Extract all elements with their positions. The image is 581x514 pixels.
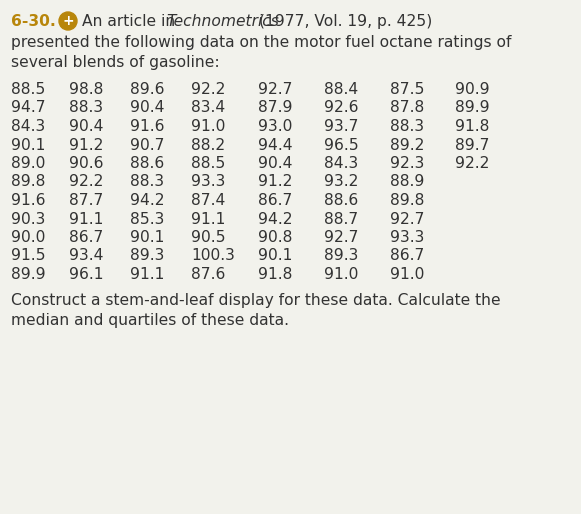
- Text: 92.2: 92.2: [455, 156, 489, 171]
- Text: An article in: An article in: [82, 14, 180, 29]
- Text: 91.2: 91.2: [258, 174, 292, 190]
- Text: 86.7: 86.7: [258, 193, 292, 208]
- Text: 89.0: 89.0: [11, 156, 45, 171]
- Text: 94.4: 94.4: [258, 138, 293, 153]
- Text: median and quartiles of these data.: median and quartiles of these data.: [11, 314, 289, 328]
- Text: 88.6: 88.6: [324, 193, 358, 208]
- Text: 94.7: 94.7: [11, 101, 46, 116]
- Text: 93.0: 93.0: [258, 119, 292, 134]
- Text: +: +: [62, 14, 74, 28]
- Text: 91.6: 91.6: [11, 193, 45, 208]
- Text: Technometrics: Technometrics: [166, 14, 279, 29]
- Text: 88.2: 88.2: [191, 138, 225, 153]
- Text: 88.4: 88.4: [324, 82, 358, 97]
- Text: 90.4: 90.4: [130, 101, 164, 116]
- Text: 6-30.: 6-30.: [11, 14, 56, 29]
- Text: presented the following data on the motor fuel octane ratings of: presented the following data on the moto…: [11, 35, 511, 50]
- Text: 93.3: 93.3: [191, 174, 225, 190]
- Text: 89.3: 89.3: [324, 248, 358, 264]
- Text: 96.1: 96.1: [69, 267, 103, 282]
- Text: 91.8: 91.8: [258, 267, 292, 282]
- Text: 92.2: 92.2: [69, 174, 103, 190]
- Text: 88.3: 88.3: [69, 101, 103, 116]
- Text: 91.8: 91.8: [455, 119, 489, 134]
- Text: 91.5: 91.5: [11, 248, 46, 264]
- Text: 89.2: 89.2: [390, 138, 424, 153]
- Text: 92.3: 92.3: [390, 156, 424, 171]
- Text: several blends of gasoline:: several blends of gasoline:: [11, 55, 220, 70]
- Text: 88.9: 88.9: [390, 174, 424, 190]
- Text: 87.9: 87.9: [258, 101, 292, 116]
- Text: 89.8: 89.8: [390, 193, 424, 208]
- Text: 87.6: 87.6: [191, 267, 225, 282]
- Text: 93.3: 93.3: [390, 230, 424, 245]
- Text: 90.8: 90.8: [258, 230, 292, 245]
- Text: 94.2: 94.2: [258, 211, 292, 227]
- Text: 86.7: 86.7: [390, 248, 424, 264]
- Text: 92.6: 92.6: [324, 101, 358, 116]
- Text: 90.1: 90.1: [11, 138, 45, 153]
- Circle shape: [59, 12, 77, 30]
- Text: 88.5: 88.5: [191, 156, 225, 171]
- Text: 92.7: 92.7: [258, 82, 292, 97]
- Text: 89.7: 89.7: [455, 138, 490, 153]
- Text: 90.1: 90.1: [258, 248, 292, 264]
- Text: 88.6: 88.6: [130, 156, 164, 171]
- Text: 88.7: 88.7: [324, 211, 358, 227]
- Text: 87.4: 87.4: [191, 193, 225, 208]
- Text: 100.3: 100.3: [191, 248, 235, 264]
- Text: 83.4: 83.4: [191, 101, 225, 116]
- Text: 90.4: 90.4: [69, 119, 103, 134]
- Text: 93.2: 93.2: [324, 174, 358, 190]
- Text: 84.3: 84.3: [11, 119, 45, 134]
- Text: 90.1: 90.1: [130, 230, 164, 245]
- Text: Construct a stem-and-leaf display for these data. Calculate the: Construct a stem-and-leaf display for th…: [11, 293, 501, 308]
- Text: 88.3: 88.3: [390, 119, 424, 134]
- Text: 91.1: 91.1: [191, 211, 225, 227]
- Text: 89.9: 89.9: [11, 267, 46, 282]
- Text: 87.5: 87.5: [390, 82, 425, 97]
- Text: 90.7: 90.7: [130, 138, 164, 153]
- Text: 89.3: 89.3: [130, 248, 164, 264]
- Text: 91.2: 91.2: [69, 138, 103, 153]
- Text: 90.6: 90.6: [69, 156, 103, 171]
- Text: 90.3: 90.3: [11, 211, 45, 227]
- Text: 91.0: 91.0: [390, 267, 424, 282]
- Text: 93.4: 93.4: [69, 248, 103, 264]
- Text: 88.5: 88.5: [11, 82, 45, 97]
- Text: 90.4: 90.4: [258, 156, 292, 171]
- Text: 93.7: 93.7: [324, 119, 358, 134]
- Text: 90.5: 90.5: [191, 230, 225, 245]
- Text: 88.3: 88.3: [130, 174, 164, 190]
- Text: 87.8: 87.8: [390, 101, 424, 116]
- Text: 92.2: 92.2: [191, 82, 225, 97]
- Text: 87.7: 87.7: [69, 193, 103, 208]
- Text: 91.1: 91.1: [130, 267, 164, 282]
- Text: 89.9: 89.9: [455, 101, 490, 116]
- Text: 90.9: 90.9: [455, 82, 490, 97]
- Text: 85.3: 85.3: [130, 211, 164, 227]
- Text: 91.6: 91.6: [130, 119, 164, 134]
- Text: 92.7: 92.7: [390, 211, 425, 227]
- Text: 91.0: 91.0: [324, 267, 358, 282]
- Text: 94.2: 94.2: [130, 193, 164, 208]
- Text: (1977, Vol. 19, p. 425): (1977, Vol. 19, p. 425): [254, 14, 432, 29]
- Text: 86.7: 86.7: [69, 230, 103, 245]
- Text: 89.8: 89.8: [11, 174, 45, 190]
- Text: 90.0: 90.0: [11, 230, 45, 245]
- Text: 96.5: 96.5: [324, 138, 358, 153]
- Text: 98.8: 98.8: [69, 82, 103, 97]
- Text: 89.6: 89.6: [130, 82, 164, 97]
- Text: 91.1: 91.1: [69, 211, 103, 227]
- Text: 92.7: 92.7: [324, 230, 358, 245]
- Text: 84.3: 84.3: [324, 156, 358, 171]
- Text: 91.0: 91.0: [191, 119, 225, 134]
